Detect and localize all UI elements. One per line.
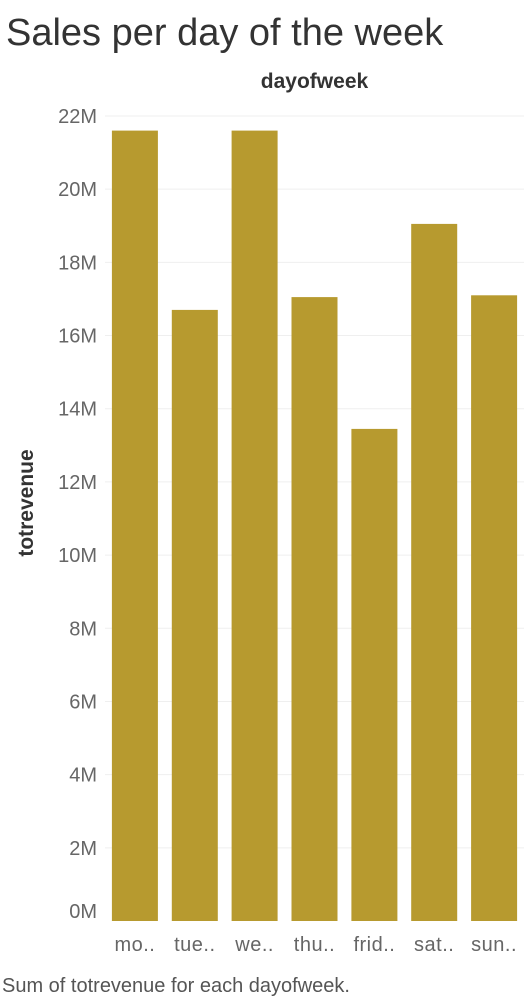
x-tick-label: mo.. — [114, 934, 155, 956]
x-axis-title: dayofweek — [260, 70, 369, 93]
bars — [111, 130, 518, 922]
y-tick-label: 8M — [69, 618, 97, 640]
bar[interactable] — [351, 428, 398, 921]
bar[interactable] — [231, 130, 278, 922]
x-tick-label: thu.. — [294, 934, 335, 956]
chart-title: Sales per day of the week — [6, 12, 444, 54]
y-axis-ticks: 0M 2M 4M 6M 8M 10M 12M 14M 16M 18M 20M 22M — [58, 106, 97, 923]
y-tick-label: 6M — [69, 691, 97, 713]
y-tick-label: 10M — [58, 545, 97, 567]
y-tick-label: 12M — [58, 472, 97, 494]
y-tick-label: 2M — [69, 838, 97, 860]
chart-caption: Sum of totrevenue for each dayofweek. — [2, 975, 350, 997]
y-tick-label: 14M — [58, 399, 97, 421]
x-axis-ticks: mo.. tue.. we.. thu.. frid.. sat.. sun.. — [114, 934, 517, 956]
y-tick-label: 18M — [58, 252, 97, 274]
y-tick-label: 22M — [58, 106, 97, 128]
bar[interactable] — [291, 297, 338, 922]
x-tick-label: we.. — [234, 934, 274, 956]
bar[interactable] — [471, 295, 518, 921]
x-tick-label: tue.. — [174, 934, 215, 956]
bar[interactable] — [171, 309, 218, 921]
y-tick-label: 0M — [69, 901, 97, 923]
x-tick-label: sat.. — [414, 934, 454, 956]
y-tick-label: 4M — [69, 765, 97, 787]
x-tick-label: sun.. — [471, 934, 517, 956]
y-tick-label: 16M — [58, 326, 97, 348]
x-tick-label: frid.. — [353, 934, 395, 956]
bar[interactable] — [411, 223, 458, 921]
bar[interactable] — [111, 130, 158, 922]
y-tick-label: 20M — [58, 179, 97, 201]
